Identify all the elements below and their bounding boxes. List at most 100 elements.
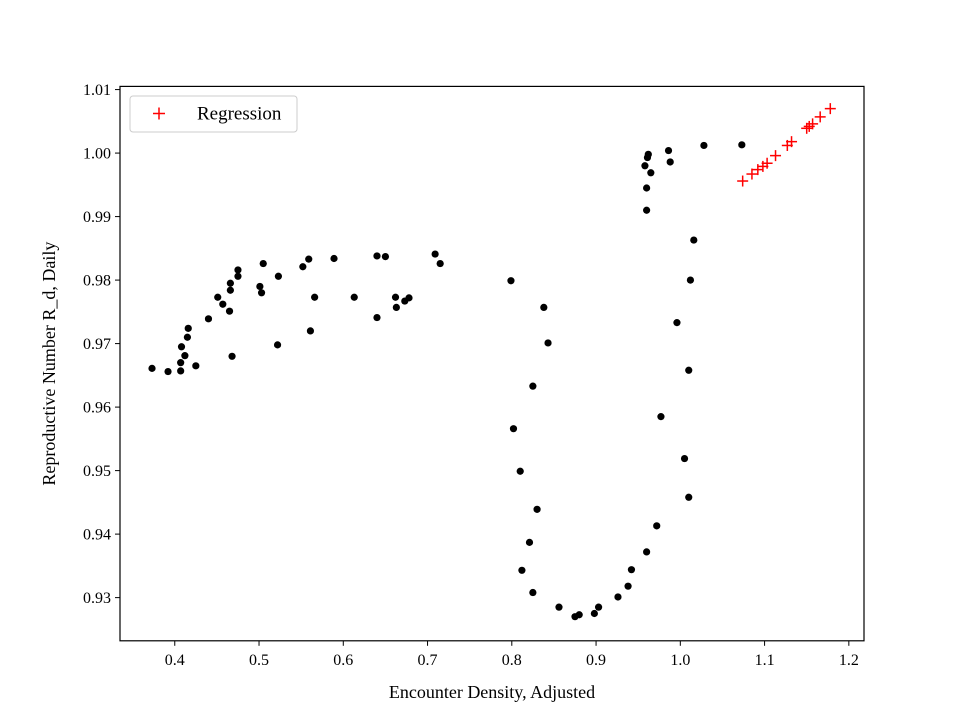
data-point xyxy=(177,343,186,351)
data-point xyxy=(204,315,213,323)
y-tick-label: 0.95 xyxy=(83,463,111,480)
y-tick-label: 0.93 xyxy=(83,590,111,607)
data-point xyxy=(373,252,381,260)
data-point xyxy=(192,362,200,370)
data-point xyxy=(525,538,534,546)
data-point xyxy=(219,300,227,308)
x-tick-label: 0.7 xyxy=(418,652,438,669)
data-point xyxy=(643,184,651,192)
data-point xyxy=(685,493,693,501)
y-tick-label: 0.97 xyxy=(83,336,111,353)
data-point xyxy=(373,313,381,322)
data-point xyxy=(257,289,266,297)
regression-point xyxy=(786,136,798,148)
data-point xyxy=(680,454,689,463)
data-point xyxy=(643,206,651,214)
data-point xyxy=(306,327,315,335)
regression-point xyxy=(814,111,826,123)
y-tick-label: 0.96 xyxy=(83,400,111,417)
data-point xyxy=(673,319,681,327)
data-point xyxy=(330,254,338,263)
data-point xyxy=(540,303,548,311)
data-point xyxy=(214,293,222,301)
y-tick-label: 0.98 xyxy=(83,273,111,290)
data-point xyxy=(529,588,537,597)
data-point xyxy=(273,341,282,349)
data-point xyxy=(183,333,192,341)
data-point xyxy=(225,307,234,315)
regression-point xyxy=(824,103,836,115)
data-point xyxy=(299,263,307,271)
data-point xyxy=(657,413,665,421)
data-point xyxy=(647,169,655,177)
data-point xyxy=(594,603,603,611)
data-point xyxy=(148,364,156,372)
data-point xyxy=(529,382,537,390)
data-point xyxy=(181,352,189,360)
data-point xyxy=(624,582,632,590)
data-point xyxy=(177,367,185,375)
data-point xyxy=(516,467,524,475)
data-point xyxy=(184,324,192,332)
x-tick-label: 1.1 xyxy=(755,652,775,669)
data-point xyxy=(381,252,390,261)
data-point xyxy=(311,293,319,301)
data-point xyxy=(226,286,234,294)
data-point xyxy=(653,522,661,530)
data-point xyxy=(533,505,541,513)
data-point xyxy=(627,566,636,574)
regression-point xyxy=(770,150,782,162)
x-axis-label: Encounter Density, Adjusted xyxy=(389,682,595,702)
legend-box xyxy=(129,95,298,133)
data-point xyxy=(431,250,439,258)
data-point xyxy=(686,276,695,284)
data-point xyxy=(405,294,413,302)
data-point xyxy=(555,603,563,611)
data-point xyxy=(228,352,236,360)
y-axis-label: Reproductive Number R_d, Daily xyxy=(39,242,59,486)
x-axis-ticks: 0.4 0.5 0.6 0.7 0.8 0.9 1.0 1.1 1.2 xyxy=(165,640,859,669)
data-point xyxy=(234,266,242,274)
legend-label-regression: Regression xyxy=(197,104,282,125)
regression-point xyxy=(801,122,813,134)
data-point xyxy=(614,593,622,601)
data-point xyxy=(164,367,172,376)
data-point xyxy=(305,255,313,263)
data-point xyxy=(436,259,444,268)
data-point xyxy=(644,150,652,158)
data-point xyxy=(234,272,242,280)
regression-point xyxy=(807,118,819,130)
y-tick-label: 1.01 xyxy=(83,82,111,99)
x-tick-label: 0.5 xyxy=(249,652,269,669)
data-point xyxy=(700,141,708,150)
data-point xyxy=(641,162,649,170)
x-tick-label: 0.4 xyxy=(165,652,185,669)
x-tick-label: 1.0 xyxy=(670,652,690,669)
data-point xyxy=(643,548,651,556)
data-point xyxy=(544,339,552,347)
plot-frame xyxy=(119,85,865,642)
data-point xyxy=(256,282,264,291)
x-tick-label: 0.9 xyxy=(586,652,606,669)
data-point xyxy=(575,611,583,619)
y-tick-label: 0.94 xyxy=(83,527,111,544)
legend-marker-regression xyxy=(153,107,165,120)
data-point xyxy=(392,303,400,311)
y-tick-label: 0.99 xyxy=(83,209,111,226)
data-point xyxy=(274,272,283,280)
data-point xyxy=(690,236,698,244)
data-points xyxy=(148,103,836,621)
data-point xyxy=(518,566,526,574)
data-point xyxy=(226,279,234,287)
data-point xyxy=(350,293,358,301)
data-point xyxy=(738,141,746,149)
data-point xyxy=(666,158,674,166)
regression-point xyxy=(761,157,773,169)
data-point xyxy=(685,366,693,374)
data-point xyxy=(507,277,515,285)
y-tick-label: 1.00 xyxy=(83,146,111,163)
data-point xyxy=(590,609,598,618)
x-tick-label: 0.8 xyxy=(502,652,522,669)
data-point xyxy=(259,259,267,268)
